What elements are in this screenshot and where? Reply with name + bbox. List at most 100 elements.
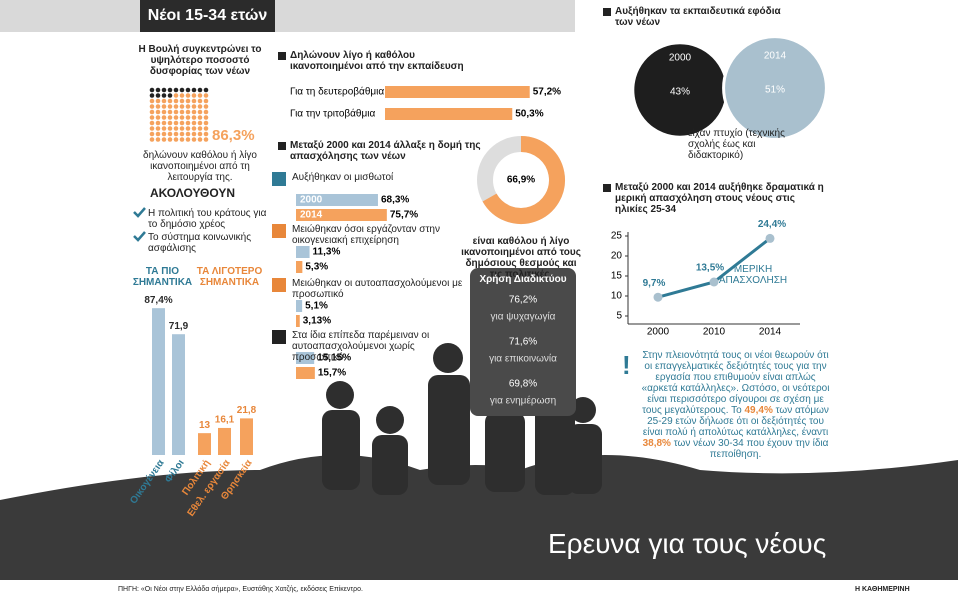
dot xyxy=(179,137,185,142)
value-label: 5,1% xyxy=(305,301,328,312)
y-tick-label: 15 xyxy=(611,271,623,282)
dot xyxy=(179,131,185,137)
dot xyxy=(173,120,179,126)
x-tick-label: 2014 xyxy=(759,327,782,338)
note-text: των ατόμων 25-29 ετών δήλωσε ότι οι δεξι… xyxy=(642,405,829,438)
dot xyxy=(155,120,161,126)
category-label: Για την τριτοβάθμια xyxy=(290,108,375,120)
most-title: ΤΑ ΠΙΟ ΣΗΜΑΝΤΙΚΑ xyxy=(132,266,193,288)
value-label: 24,4% xyxy=(758,219,786,230)
part-time-title: Μεταξύ 2000 και 2014 αυξήθηκε δραματικά … xyxy=(615,182,824,215)
source: ΠΗΓΗ: «Οι Νέοι στην Ελλάδα σήμερα», Ευστ… xyxy=(118,586,363,593)
value-label: 11,3% xyxy=(313,247,341,258)
title-marker xyxy=(278,142,286,150)
dot xyxy=(203,120,209,126)
dot xyxy=(197,93,203,98)
footer-band xyxy=(0,580,958,598)
follow-item: Το σύστημα κοινωνικής ασφάλισης xyxy=(148,232,252,254)
dot xyxy=(203,115,209,120)
dot xyxy=(173,87,179,93)
parliament-caption: δηλώνουν καθόλου ή λίγο ικανοποιημένοι α… xyxy=(143,150,257,183)
dot xyxy=(179,126,185,131)
tag-box xyxy=(140,0,275,32)
internet-label: για ψυχαγωγία xyxy=(491,311,556,323)
bar xyxy=(296,194,378,206)
top-band xyxy=(0,0,575,32)
dot xyxy=(179,109,185,115)
icon xyxy=(272,224,286,238)
dot xyxy=(167,120,173,126)
value-label: 3,13% xyxy=(303,316,331,327)
group-label: Μειώθηκαν όσοι εργάζονταν στην οικογενει… xyxy=(292,224,440,246)
bar xyxy=(385,86,530,98)
education-title: Δηλώνουν λίγο ή καθόλου ικανοποιημένοι α… xyxy=(290,50,464,72)
point xyxy=(653,292,663,302)
dot xyxy=(191,104,197,109)
donut-label: 66,9% xyxy=(507,175,535,186)
follow-title: ΑΚΟΛΟΥΘΟΥΝ xyxy=(150,186,236,200)
dot xyxy=(191,109,197,115)
year-label: 2000 xyxy=(300,195,323,206)
dot xyxy=(161,131,167,137)
bar xyxy=(296,352,315,364)
year-label: 2000 xyxy=(669,53,692,64)
dot xyxy=(173,93,179,98)
dot xyxy=(155,93,161,98)
y-tick-label: 25 xyxy=(611,231,623,242)
dot xyxy=(203,104,209,109)
dot xyxy=(161,93,167,98)
dot xyxy=(161,137,167,142)
icon xyxy=(272,278,286,292)
value-label: 68,3% xyxy=(381,195,409,206)
dot xyxy=(203,126,209,131)
parliament-value: 86,3% xyxy=(212,127,255,144)
dot xyxy=(185,104,191,109)
group-label: Μειώθηκαν οι αυτοαπασχολούμενοι με προσω… xyxy=(292,278,463,300)
dot xyxy=(161,126,167,131)
dot xyxy=(179,104,185,109)
title-marker xyxy=(278,52,286,60)
group-label: Αυξήθηκαν οι μισθωτοί xyxy=(292,172,394,183)
donut-arc xyxy=(482,136,565,224)
internet-box xyxy=(470,268,576,416)
dot xyxy=(179,98,185,104)
y-tick-label: 10 xyxy=(611,291,623,302)
x-tick-label: 2000 xyxy=(647,327,670,338)
dot xyxy=(185,98,191,104)
point xyxy=(765,233,775,243)
value-label: 71,9 xyxy=(169,321,189,332)
dot xyxy=(161,115,167,120)
dot xyxy=(173,115,179,120)
dot xyxy=(149,104,155,109)
value-label: 13,5% xyxy=(696,263,724,274)
dot xyxy=(155,137,161,142)
dot xyxy=(149,98,155,104)
value-label: 87,4% xyxy=(144,295,172,306)
institutions-caption: είναι καθόλου ή λίγο ικανοποιημένοι από … xyxy=(461,236,581,280)
dot xyxy=(191,115,197,120)
dot xyxy=(179,115,185,120)
dot xyxy=(161,109,167,115)
dot xyxy=(149,87,155,93)
value-label: 50,3% xyxy=(515,109,543,120)
dot xyxy=(149,126,155,131)
page-title: Ερευνα για τους νέους xyxy=(548,528,827,559)
dot xyxy=(191,131,197,137)
dot xyxy=(203,131,209,137)
dot xyxy=(167,98,173,104)
dot xyxy=(149,120,155,126)
dot xyxy=(197,87,203,93)
dot xyxy=(197,115,203,120)
note-highlight: 49,4% xyxy=(744,405,773,416)
dot xyxy=(203,87,209,93)
dot xyxy=(167,115,173,120)
dot xyxy=(173,104,179,109)
value-label: 13 xyxy=(199,420,211,431)
dot xyxy=(191,93,197,98)
dot xyxy=(173,137,179,142)
dot xyxy=(179,87,185,93)
dot xyxy=(173,109,179,115)
title-marker xyxy=(603,8,611,16)
